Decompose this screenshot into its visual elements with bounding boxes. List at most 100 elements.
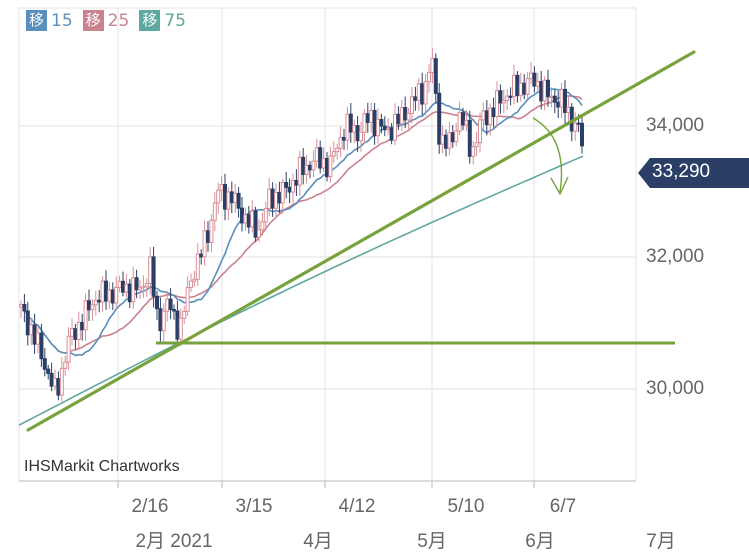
candle [369, 102, 374, 133]
candle-body [22, 303, 27, 312]
candle [495, 81, 499, 128]
candle [552, 89, 557, 114]
candle-body [284, 181, 289, 188]
candle-body [563, 88, 567, 113]
candle-body [335, 147, 340, 153]
x-month-tick: 6月 [525, 531, 555, 552]
candle-body [382, 125, 387, 131]
candle [355, 116, 360, 152]
candle [144, 278, 149, 297]
candle [478, 112, 482, 153]
legend-ma25[interactable]: 移 25 [82, 10, 130, 31]
candle-body [287, 186, 292, 193]
candle-body [376, 119, 380, 137]
last-price-tag: 33,290 [638, 158, 749, 188]
candle [22, 293, 27, 323]
candle [209, 214, 214, 253]
candle [192, 270, 197, 287]
candle-body [515, 74, 520, 97]
candle-body [182, 310, 187, 319]
candle [580, 116, 584, 154]
candle-body [532, 72, 537, 87]
candle [518, 72, 523, 102]
candle [158, 297, 163, 342]
candle-body [63, 361, 68, 369]
candle-body [70, 328, 74, 337]
candle [216, 182, 221, 214]
candle-body [141, 285, 146, 289]
candle-body [110, 289, 115, 304]
candle [484, 100, 489, 136]
candle-body [478, 119, 482, 144]
candle [172, 304, 176, 320]
candle [430, 47, 435, 84]
candle-body [301, 156, 306, 175]
candle [379, 113, 384, 134]
candle-body [461, 112, 465, 126]
candle [410, 86, 414, 124]
candle-body [172, 309, 176, 312]
candle-body [314, 147, 319, 162]
candle [563, 80, 567, 124]
candle [522, 74, 527, 99]
candle-body [410, 96, 414, 114]
candle-body [369, 109, 374, 123]
candle-body [444, 134, 448, 149]
candle-body [552, 95, 557, 103]
candle [444, 129, 448, 157]
candle [70, 318, 74, 346]
candle-body [121, 280, 125, 293]
candle-body [80, 321, 85, 331]
candle [345, 106, 350, 151]
candle-body [308, 164, 312, 171]
annotations [26, 50, 696, 432]
candle-body [229, 191, 234, 204]
candle [39, 323, 44, 367]
y-tick-label: 30,000 [646, 378, 705, 399]
legend-ma15[interactable]: 移 15 [26, 10, 73, 31]
candle-body [131, 277, 136, 303]
candle [515, 71, 520, 103]
legend-badge: 移 [139, 10, 161, 31]
candle-body [539, 81, 544, 102]
candle-body [270, 188, 275, 209]
candle-body [90, 304, 95, 311]
candle-body [93, 299, 98, 306]
candle-body [291, 179, 295, 193]
candle-body [413, 96, 418, 101]
candle-body [352, 125, 357, 133]
candle-body [505, 95, 510, 102]
candle-body [467, 119, 472, 157]
candle-body [393, 113, 397, 141]
candle [185, 276, 190, 317]
candle [372, 102, 377, 145]
candle-body [546, 79, 550, 98]
candle-body [556, 101, 561, 108]
candle-body [209, 219, 214, 243]
legend-ma75[interactable]: 移 75 [139, 10, 186, 31]
candle [328, 146, 333, 183]
y-tick-label: 34,000 [646, 115, 705, 136]
candle [29, 318, 34, 346]
candle-body [219, 184, 224, 191]
candle-body [39, 332, 44, 360]
candle-body [66, 335, 71, 363]
candle [525, 72, 530, 99]
candle-body [457, 112, 462, 132]
down-arrow-shaft [532, 117, 563, 193]
candle-body [104, 280, 108, 302]
y-tick-label: 32,000 [646, 246, 705, 267]
candle-body [274, 191, 278, 209]
candle [141, 275, 146, 298]
candle [161, 303, 166, 342]
candle-body [471, 146, 476, 157]
candle [325, 152, 329, 182]
candle-body [114, 287, 119, 304]
candle [260, 212, 265, 236]
last-price-value: 33,290 [652, 161, 711, 182]
legend-period: 25 [107, 10, 130, 31]
candle [498, 84, 503, 114]
candle [212, 191, 217, 231]
uptrend-line [26, 50, 696, 432]
